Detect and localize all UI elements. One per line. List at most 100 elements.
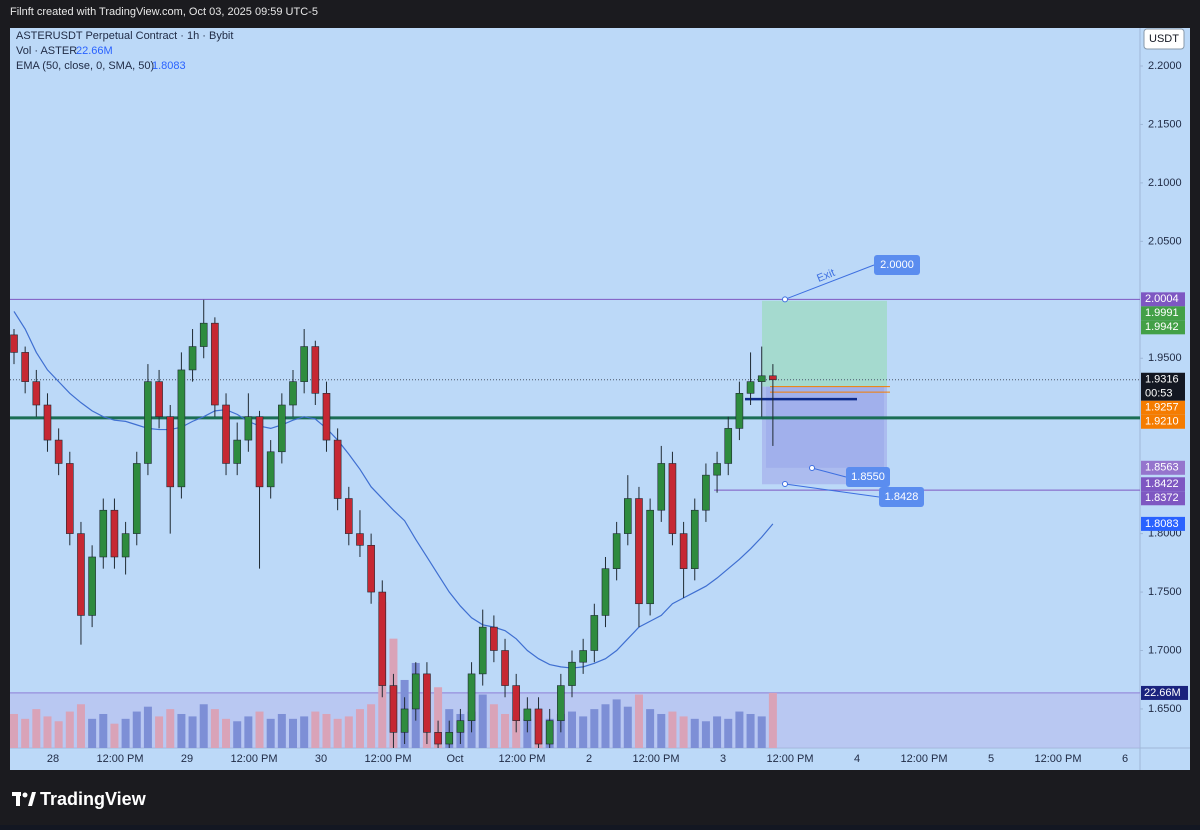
- candle-body: [512, 685, 521, 721]
- volume-bar: [601, 704, 610, 748]
- candle-body: [378, 591, 387, 686]
- currency[interactable]: USDT: [1149, 33, 1179, 45]
- callout-label: 2.0000: [880, 259, 914, 271]
- price-tag-label: 1.8422: [1145, 478, 1179, 490]
- volume-bar: [99, 713, 108, 748]
- candle-body: [222, 404, 230, 464]
- callout-label: 1.8550: [851, 471, 885, 483]
- candle-body: [278, 404, 286, 453]
- y-tick-label: 2.2000: [1148, 60, 1182, 72]
- price-tag: [1141, 516, 1185, 531]
- price-tag: [1141, 414, 1185, 429]
- x-tick-label: 12:00 PM: [1034, 753, 1081, 765]
- candle-body: [88, 556, 96, 616]
- currency-box[interactable]: [1143, 28, 1185, 50]
- volume-bar: [54, 721, 63, 748]
- candle-body: [646, 509, 654, 605]
- price-tag: [1141, 491, 1185, 506]
- candle-body: [601, 568, 610, 616]
- candle-body: [657, 463, 666, 511]
- candle-body: [690, 509, 699, 569]
- volume-bar: [501, 713, 510, 748]
- callout-anchor: [782, 481, 788, 487]
- candle-body: [43, 404, 52, 441]
- candle-body: [211, 322, 219, 406]
- volume-bar: [355, 709, 364, 748]
- x-tick-label: 3: [720, 753, 726, 765]
- price-tag: [1141, 372, 1185, 401]
- y-tick-label: 1.9500: [1148, 352, 1182, 364]
- y-tick-label: 1.6500: [1148, 703, 1182, 715]
- candle-body: [32, 381, 41, 406]
- candle-body: [456, 720, 465, 733]
- x-tick-label: 29: [181, 753, 193, 765]
- volume-bar: [568, 711, 576, 748]
- x-tick-label: 4: [854, 753, 860, 765]
- x-tick-label: 12:00 PM: [900, 753, 947, 765]
- volume-bar: [735, 711, 744, 748]
- price-tag-label: 1.9257: [1145, 402, 1179, 414]
- target-zone: [762, 300, 887, 387]
- candle-body: [411, 673, 420, 710]
- volume-bar: [668, 711, 677, 748]
- x-tick-label: 12:00 PM: [498, 753, 545, 765]
- x-tick-label: Oct: [446, 753, 463, 765]
- volume-bar: [333, 718, 342, 748]
- candle-body: [400, 708, 409, 733]
- price-tag-label: 1.9991: [1145, 307, 1179, 319]
- price-tag-label: 1.9210: [1145, 416, 1179, 428]
- volume-bar: [255, 711, 264, 748]
- volume-bar: [10, 713, 18, 748]
- candle-body: [746, 381, 755, 394]
- candle-body: [10, 334, 18, 353]
- volume-bar: [701, 721, 710, 748]
- callout-box: [846, 467, 890, 487]
- price-tag: [1141, 477, 1185, 492]
- legend-symbol: ASTERUSDT Perpetual Contract · 1h · Bybi…: [16, 30, 233, 42]
- volume-bar: [579, 716, 588, 748]
- candle-body: [757, 375, 766, 382]
- price-tag-countdown: 00:53: [1145, 388, 1173, 400]
- callout-line: [784, 483, 880, 498]
- logo-icon: [22, 792, 28, 798]
- volume-bar: [657, 713, 666, 748]
- volume-bar: [757, 716, 766, 748]
- volume-bar: [21, 718, 30, 748]
- volume-bar: [344, 716, 353, 748]
- volume-bar: [523, 718, 532, 748]
- candle-body: [557, 685, 565, 721]
- x-tick-label: 2: [586, 753, 592, 765]
- candle-body: [144, 381, 152, 464]
- callout-anchor: [809, 465, 815, 471]
- volume-bar: [768, 692, 777, 748]
- volume-bar: [88, 718, 97, 748]
- x-tick-label: 12:00 PM: [766, 753, 813, 765]
- price-tag-label: 1.9316: [1145, 374, 1179, 386]
- x-tick-label: 5: [988, 753, 994, 765]
- candle-body: [255, 416, 264, 488]
- candle-body: [177, 369, 186, 488]
- candle-body: [523, 708, 532, 721]
- volume-bar: [188, 716, 197, 748]
- callout-box: [879, 487, 924, 507]
- x-tick-label: 30: [315, 753, 327, 765]
- candle-body: [110, 509, 119, 558]
- candle-body: [579, 650, 587, 663]
- volume-bar: [155, 716, 164, 748]
- candle-body: [724, 428, 733, 464]
- volume-bar: [166, 709, 175, 748]
- candle-body: [478, 626, 487, 675]
- volume-bar: [32, 709, 41, 748]
- volume-bar: [222, 718, 231, 748]
- volume-bar: [65, 711, 74, 748]
- candle-body: [300, 346, 308, 382]
- price-tag: [1141, 306, 1185, 321]
- logo-icon: [28, 792, 36, 806]
- x-tick-label: 12:00 PM: [230, 753, 277, 765]
- price-tag: [1141, 400, 1185, 415]
- volume-bar: [746, 713, 755, 748]
- volume-bar: [590, 709, 599, 748]
- candle-body: [423, 673, 431, 733]
- logo: TradingView: [12, 789, 147, 809]
- logo-icon: [16, 792, 20, 806]
